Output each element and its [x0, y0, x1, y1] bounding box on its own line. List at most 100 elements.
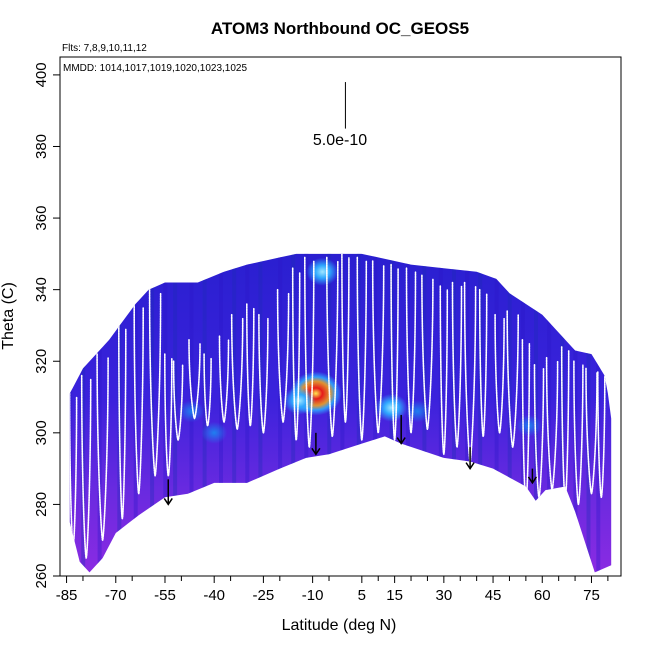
flight-profile — [230, 313, 244, 431]
field-band — [560, 253, 565, 573]
flight-profile — [133, 303, 144, 495]
flight-profile — [326, 256, 339, 438]
plot-frame — [59, 56, 622, 577]
curtain-field — [69, 253, 612, 573]
x-tick-label: 5 — [358, 587, 366, 604]
hotspot — [201, 421, 228, 444]
x-tick-label: -25 — [253, 587, 275, 604]
flight-profile — [203, 353, 212, 427]
field-band — [586, 253, 591, 573]
field-band — [232, 253, 237, 573]
hotspot — [404, 400, 431, 423]
y-tick-label: 300 — [33, 420, 50, 445]
flight-profile — [304, 256, 315, 448]
flight-profile — [172, 360, 184, 441]
x-tick-label: -85 — [56, 587, 78, 604]
field-band — [573, 253, 578, 573]
field-band — [356, 253, 361, 573]
field-band — [327, 253, 332, 573]
arrows — [163, 414, 538, 506]
arrow-head — [163, 497, 173, 506]
arrow-head — [311, 447, 321, 456]
flight-profile — [356, 256, 368, 441]
x-tick-label: -10 — [302, 587, 324, 604]
y-tick-label: 320 — [33, 349, 50, 374]
field-band — [97, 253, 102, 573]
dates-note: MMDD: 1014,1017,1019,1020,1023,1025 — [63, 63, 247, 74]
flight-profile — [421, 274, 434, 431]
flight-profile — [291, 267, 301, 441]
hotspot — [178, 400, 205, 423]
x-tick-label: 60 — [534, 587, 551, 604]
field-band — [258, 253, 263, 573]
field-band — [494, 253, 499, 573]
x-tick-label: 15 — [386, 587, 403, 604]
x-tick-label: -70 — [105, 587, 127, 604]
field-band — [534, 253, 538, 573]
field-band — [520, 253, 525, 573]
field-band — [478, 253, 483, 573]
x-axis-label: Latitude (deg N) — [282, 617, 397, 634]
flight-profile — [80, 374, 92, 559]
y-tick-label: 380 — [33, 134, 50, 159]
chart-title: ATOM3 Northbound OC_GEOS5 — [211, 19, 469, 38]
flight-profile — [148, 288, 162, 477]
field-band — [507, 253, 512, 573]
y-axis: 260 280 300 320 340 360 380 400 — [33, 62, 60, 589]
flights-note: Flts: 7,8,9,10,11,12 — [62, 43, 147, 54]
flight-profile — [585, 367, 598, 495]
field-band — [465, 253, 470, 573]
field-band — [438, 253, 443, 573]
field-band — [202, 253, 207, 573]
field-band — [189, 253, 194, 573]
y-tick-label: 360 — [33, 206, 50, 231]
y-tick-label: 260 — [33, 563, 50, 588]
flight-profile — [371, 260, 385, 434]
flight-profile — [573, 360, 584, 506]
field-band — [278, 253, 283, 573]
y-tick-label: 280 — [33, 492, 50, 517]
field-band — [596, 253, 601, 573]
flight-profile — [439, 285, 449, 456]
y-axis-label: Theta (C) — [0, 282, 17, 350]
x-tick-label: -40 — [203, 587, 225, 604]
flight-profile — [405, 267, 417, 434]
flight-profile — [390, 263, 399, 441]
arrow-head — [396, 437, 406, 445]
field-band — [150, 253, 155, 573]
x-tick-label: 45 — [485, 587, 502, 604]
flight-profile — [218, 335, 230, 423]
flight-profile — [246, 303, 255, 427]
x-tick-label: -55 — [154, 587, 176, 604]
flight-profile — [597, 371, 606, 499]
flight-profile — [506, 310, 519, 448]
field-band — [173, 253, 178, 573]
flight-profile — [451, 281, 463, 448]
flight-profile — [188, 339, 201, 420]
flight-profile — [164, 353, 173, 477]
flight-profile — [96, 353, 109, 542]
flight-profile — [276, 288, 290, 423]
y-tick-label: 400 — [33, 62, 50, 87]
field-band — [245, 253, 250, 573]
scale-label: 5.0e-10 — [313, 132, 367, 149]
flight-profile — [494, 313, 505, 434]
field-band — [373, 253, 378, 573]
x-tick-label: 75 — [583, 587, 600, 604]
flight-profile — [258, 313, 269, 434]
x-tick-label: 30 — [435, 587, 452, 604]
hotspot — [306, 257, 339, 286]
field-band — [163, 253, 168, 573]
field-band — [340, 253, 345, 573]
arrow-head — [527, 476, 538, 485]
flight-profile — [478, 288, 488, 438]
field-band — [547, 253, 552, 573]
flight-profile — [118, 324, 127, 520]
field-band — [219, 253, 223, 573]
flight-profile — [341, 253, 350, 423]
hotspot — [375, 393, 408, 422]
x-axis: -85 -70 -55 -40 -25 -10 5 15 30 45 60 75 — [56, 576, 609, 604]
field-band — [69, 253, 73, 573]
y-tick-label: 340 — [33, 277, 50, 302]
